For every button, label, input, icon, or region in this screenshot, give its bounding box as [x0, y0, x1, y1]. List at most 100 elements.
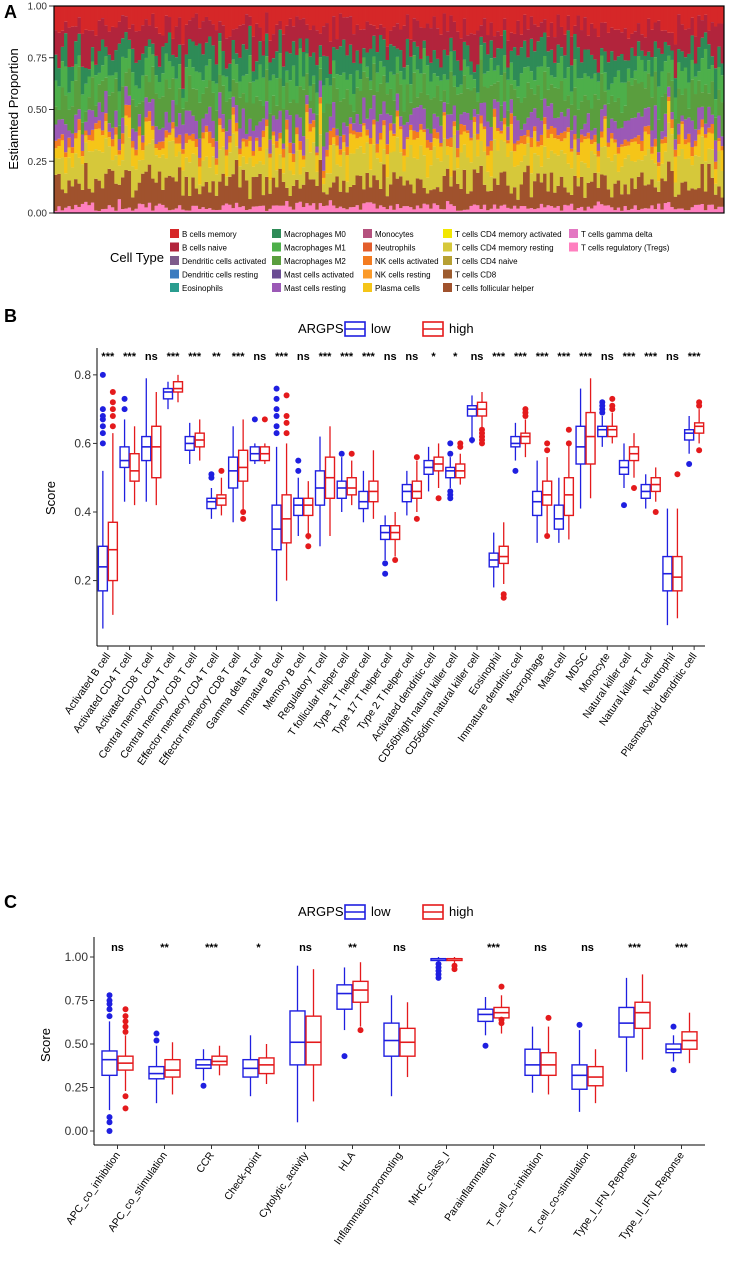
panel-a-bar-segment — [576, 207, 581, 213]
panel-a-bar-segment — [104, 173, 108, 209]
panel-a-bar-segment — [368, 24, 373, 49]
panel-a-bar-segment — [151, 66, 155, 99]
panel-a-bar-segment — [412, 209, 417, 213]
panel-a-bar-segment — [278, 6, 283, 21]
panel-a-bar-segment — [523, 97, 527, 124]
panel-a-bar-segment — [288, 102, 293, 116]
panel-a-bar-segment — [516, 86, 521, 98]
panel-a-bar-segment — [707, 44, 711, 70]
panel-a-bar-segment — [265, 176, 269, 211]
panel-b-significance-label: *** — [492, 351, 506, 363]
panel-a-bar-segment — [556, 185, 561, 206]
panel-a-bar-segment — [543, 19, 547, 33]
panel-a-bar-segment — [157, 171, 162, 204]
panel-a-bar-segment — [104, 25, 108, 47]
panel-a-bar-segment — [466, 45, 470, 67]
panel-b-significance-label: ns — [145, 351, 158, 363]
panel-a-bar-segment — [281, 34, 286, 67]
panel-a-bar-segment — [218, 181, 222, 210]
panel-a-bar-segment — [409, 207, 413, 213]
panel-a-bar-segment — [211, 120, 216, 139]
panel-a-bar-segment — [127, 117, 132, 138]
panel-a-bar-segment — [231, 208, 236, 213]
panel-a-bar-segment — [703, 137, 708, 162]
panel-a-bar-segment — [610, 51, 614, 84]
panel-a-bar-segment — [80, 134, 85, 151]
panel-a-bar-segment — [663, 6, 668, 31]
panel-a-bar-segment — [322, 192, 326, 207]
panel-a-bar-segment — [717, 151, 722, 187]
panel-a-bar-segment — [677, 62, 681, 89]
panel-a-bar-segment — [295, 179, 299, 203]
panel-a-bar-segment — [308, 100, 313, 109]
panel-a-legend-label: Mast cells activated — [284, 271, 354, 280]
panel-a-bar-segment — [419, 208, 423, 213]
panel-b-outlier-high — [240, 515, 247, 522]
panel-a-legend-label: T cells CD8 — [455, 271, 497, 280]
panel-a-bar-segment — [238, 207, 242, 213]
panel-a-bar-segment — [657, 166, 661, 182]
panel-a-legend-label: T cells CD4 naive — [455, 257, 518, 266]
panel-a-bar-segment — [717, 138, 722, 142]
panel-a-bar-segment — [559, 56, 564, 81]
panel-a-bar-segment — [556, 155, 561, 186]
panel-a-bar-segment — [593, 94, 598, 129]
panel-b-significance-label: ns — [405, 351, 418, 363]
panel-a-bar-segment — [583, 73, 588, 96]
panel-a-bar-segment — [683, 210, 688, 213]
panel-a-bar-segment — [687, 117, 691, 134]
panel-a-bar-segment — [368, 108, 373, 139]
panel-a-bar-segment — [713, 183, 718, 195]
panel-a-bar-segment — [439, 125, 443, 143]
panel-a-bar-segment — [325, 205, 330, 213]
panel-a-bar-segment — [234, 159, 239, 203]
panel-a-bar-segment — [251, 81, 256, 104]
panel-a-bar-segment — [499, 172, 504, 206]
panel-a-bar-segment — [100, 188, 105, 210]
panel-a-bar-segment — [653, 6, 658, 23]
panel-b-box-low — [445, 466, 456, 479]
panel-a-bar-segment — [378, 205, 383, 213]
panel-a-bar-segment — [291, 99, 296, 144]
panel-a-bar-segment — [492, 70, 497, 84]
panel-a-bar-segment — [677, 6, 681, 15]
panel-b-outlier-high — [565, 440, 572, 447]
panel-a-bar-segment — [536, 117, 541, 142]
panel-c-box-low — [289, 1010, 306, 1066]
panel-a-bar-segment — [435, 58, 440, 77]
panel-a-bar-segment — [640, 59, 644, 82]
panel-b-outlier-high — [435, 495, 442, 502]
panel-c-outlier-low — [153, 1037, 160, 1044]
panel-a-bar-segment — [402, 111, 407, 125]
panel-a-bar-segment — [603, 51, 608, 73]
panel-a-bar-segment — [348, 123, 353, 134]
panel-a-bar-segment — [328, 130, 333, 146]
panel-a-bar-segment — [482, 126, 487, 130]
panel-a-bar-segment — [90, 129, 95, 141]
panel-a-bar-segment — [613, 6, 618, 30]
panel-a-bar-segment — [198, 6, 202, 29]
panel-a-bar-segment — [499, 139, 504, 173]
panel-a-bar-segment — [636, 176, 641, 211]
panel-a-bar-segment — [566, 127, 571, 133]
panel-a-bar-segment — [224, 131, 229, 150]
panel-a-bar-segment — [613, 101, 618, 122]
panel-a-bar-segment — [533, 209, 537, 213]
panel-a-bar-segment — [586, 113, 591, 133]
panel-a-bar-segment — [385, 113, 390, 145]
panel-b-box-low — [401, 483, 413, 503]
panel-a-bar-segment — [700, 136, 705, 165]
panel-a-bar-segment — [194, 45, 199, 72]
panel-a-bar-segment — [57, 32, 62, 69]
panel-a-bar-segment — [375, 208, 380, 213]
panel-a-bar-segment — [191, 88, 196, 116]
panel-a-bar-segment — [469, 74, 474, 91]
panel-a-bar-segment — [389, 30, 393, 45]
panel-a-bar-segment — [526, 117, 531, 130]
panel-a-bar-segment — [620, 146, 624, 167]
panel-c-box-high — [211, 1055, 228, 1066]
panel-a-bar-segment — [147, 143, 152, 165]
panel-a-bar-segment — [429, 208, 433, 213]
panel-a-bar-segment — [80, 150, 85, 157]
panel-a-bar-segment — [526, 6, 531, 30]
